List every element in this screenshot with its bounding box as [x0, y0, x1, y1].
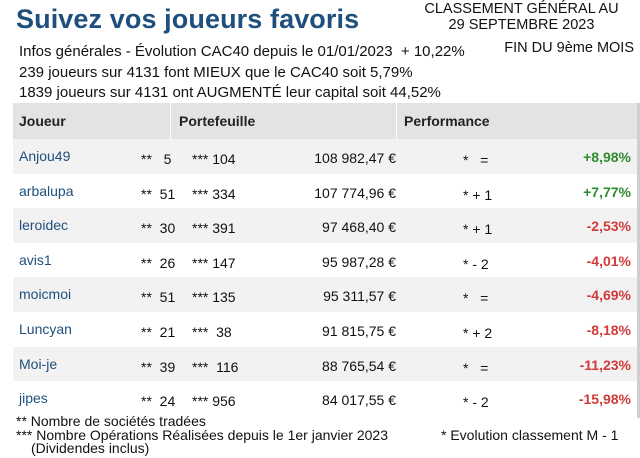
footnote-companies: ** Nombre de sociétés tradées: [16, 413, 206, 429]
player-link[interactable]: avis1: [19, 251, 52, 268]
column-divider: [396, 103, 397, 139]
ranking-date-line2: 29 SEPTEMBRE 2023: [448, 17, 595, 33]
player-link[interactable]: moicmoi: [19, 286, 72, 303]
column-header-player[interactable]: Joueur: [19, 113, 66, 129]
ranking-evolution: * =: [463, 290, 489, 307]
player-link[interactable]: leroidec: [19, 217, 69, 234]
companies-count: ** 39: [141, 358, 176, 375]
portfolio-value: 95 311,57 €: [323, 288, 396, 305]
performance-value: -4,01%: [586, 252, 631, 269]
footnote-ranking-evolution: * Evolution classement M - 1: [441, 427, 619, 443]
player-link[interactable]: Anjou49: [19, 148, 71, 164]
companies-count: ** 30: [141, 220, 176, 237]
table-row: avis1 ** 26 *** 147 95 987,28 € * - 2 -4,01%: [13, 242, 637, 278]
month-label: FIN DU 9ème MOIS: [504, 40, 634, 56]
operations-count: *** 334: [192, 185, 236, 202]
players-table: Joueur Portefeuille Performance Anjou49 *…: [13, 103, 637, 416]
player-link[interactable]: arbalupa: [19, 182, 74, 199]
operations-count: *** 116: [192, 358, 239, 375]
performance-value: -8,18%: [586, 321, 631, 338]
table-header: Joueur Portefeuille Performance: [13, 103, 637, 139]
player-link[interactable]: jipes: [19, 390, 48, 407]
ranking-evolution: * - 2: [463, 255, 489, 272]
ranking-date: CLASSEMENT GÉNÉRAL AU 29 SEPTEMBRE 2023: [409, 1, 634, 33]
operations-count: *** 135: [192, 289, 236, 306]
companies-count: ** 24: [141, 393, 176, 410]
portfolio-value: 84 017,55 €: [322, 392, 396, 409]
companies-count: ** 51: [141, 185, 176, 202]
ranking-evolution: * =: [463, 152, 489, 168]
operations-count: *** 38: [192, 323, 232, 340]
table-row: Anjou49 ** 5 *** 104 108 982,47 € * = +8,98%: [13, 139, 637, 174]
portfolio-value: 91 815,75 €: [322, 322, 396, 339]
ranking-evolution: * =: [463, 359, 489, 376]
info-capital-increased: 1839 joueurs sur 4131 ont AUGMENTÉ leur …: [19, 84, 441, 101]
footnote-dividends: (Dividendes inclus): [31, 440, 150, 456]
companies-count: ** 5: [141, 151, 172, 167]
table-row: Luncyan ** 21 *** 38 91 815,75 € * + 2 -8,18%: [13, 311, 637, 347]
operations-count: *** 147: [192, 254, 236, 271]
footnote-operations: *** Nombre Opérations Réalisées depuis l…: [16, 427, 388, 443]
player-link[interactable]: Moi-je: [19, 355, 58, 372]
portfolio-value: 88 765,54 €: [322, 357, 396, 374]
performance-value: +8,98%: [583, 149, 631, 165]
companies-count: ** 21: [141, 323, 176, 340]
table-row: leroidec ** 30 *** 391 97 468,40 € * + 1 -2,5…: [13, 208, 637, 243]
column-header-portfolio[interactable]: Portefeuille: [179, 113, 256, 129]
page-title: Suivez vos joueurs favoris: [16, 4, 360, 34]
companies-count: ** 51: [141, 289, 176, 306]
operations-count: *** 391: [192, 220, 236, 237]
table-body: Anjou49 ** 5 *** 104 108 982,47 € * = +8,98% a…: [13, 139, 637, 416]
column-header-performance[interactable]: Performance: [404, 113, 490, 129]
performance-value: +7,77%: [583, 183, 631, 200]
ranking-evolution: * + 1: [463, 186, 493, 203]
player-link[interactable]: Luncyan: [19, 320, 72, 337]
operations-count: *** 104: [192, 151, 236, 167]
info-better-than-cac40: 239 joueurs sur 4131 font MIEUX que le C…: [19, 64, 413, 81]
performance-value: -15,98%: [578, 391, 631, 408]
performance-value: -2,53%: [586, 218, 631, 235]
ranking-evolution: * + 2: [463, 324, 493, 341]
performance-value: -4,69%: [586, 287, 631, 304]
companies-count: ** 26: [141, 254, 176, 271]
table-row: moicmoi ** 51 *** 135 95 311,57 € * = -4,69%: [13, 277, 637, 312]
ranking-evolution: * - 2: [463, 394, 489, 411]
ranking-evolution: * + 1: [463, 221, 493, 238]
table-row: Moi-je ** 39 *** 116 88 765,54 € * = -11,23%: [13, 346, 637, 382]
operations-count: *** 956: [192, 393, 236, 410]
info-cac40: Infos générales - Évolution CAC40 depuis…: [19, 43, 465, 60]
portfolio-value: 95 987,28 €: [322, 253, 396, 270]
column-divider: [170, 103, 171, 139]
portfolio-value: 108 982,47 €: [314, 150, 396, 166]
table-row: arbalupa ** 51 *** 334 107 774,96 € * + 1 +7,…: [13, 173, 637, 209]
portfolio-value: 107 774,96 €: [314, 184, 396, 201]
ranking-date-line1: CLASSEMENT GÉNÉRAL AU: [424, 1, 619, 17]
scrollbar[interactable]: [637, 103, 640, 418]
performance-value: -11,23%: [579, 356, 631, 373]
portfolio-value: 97 468,40 €: [322, 219, 396, 236]
table-row: jipes ** 24 *** 956 84 017,55 € * - 2 -15,98%: [13, 381, 637, 416]
